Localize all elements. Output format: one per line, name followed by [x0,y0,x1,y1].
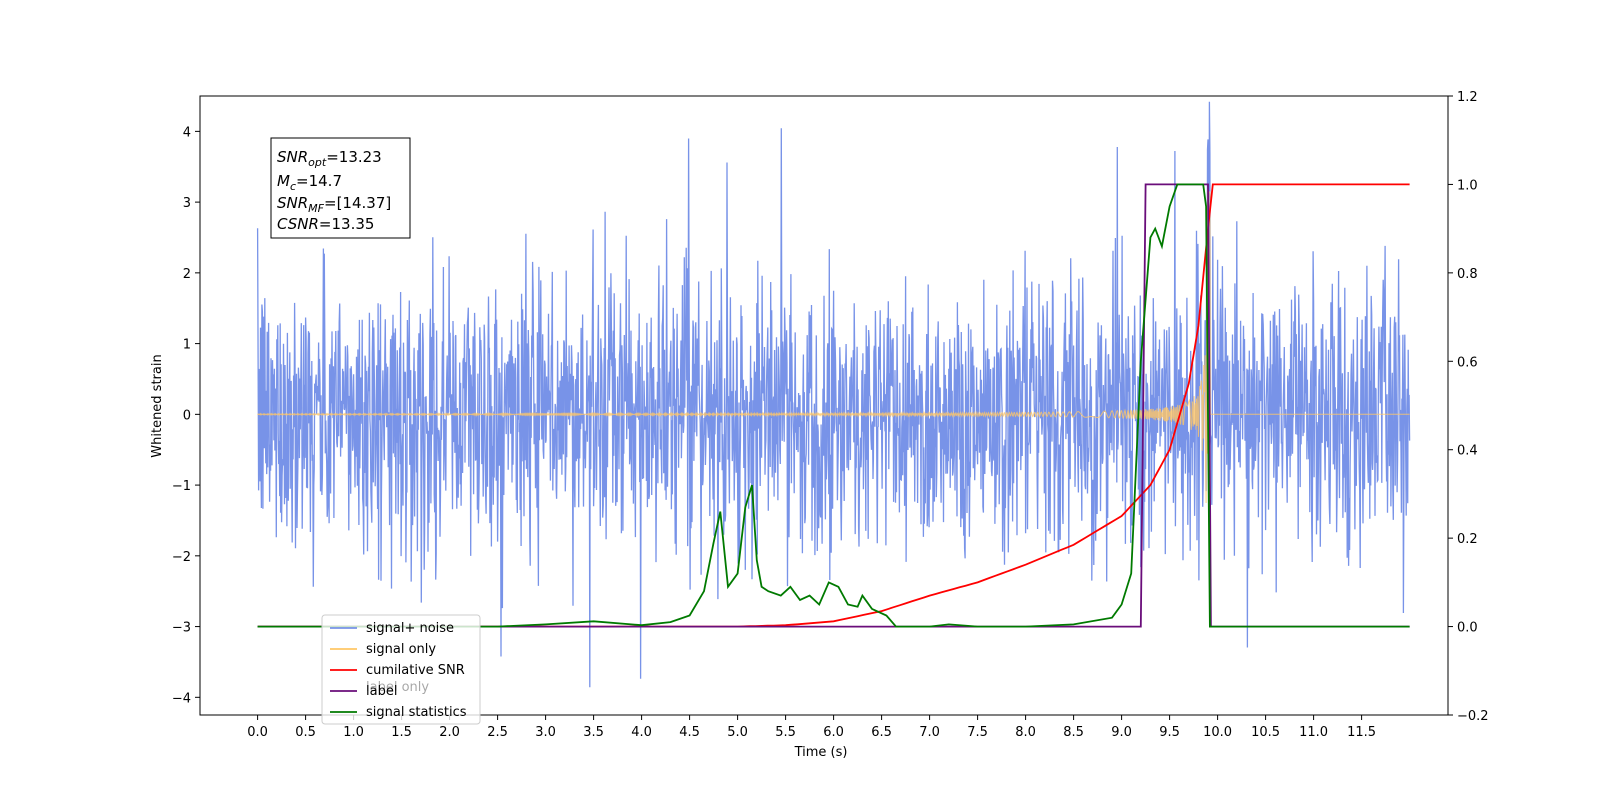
x-tick-label: 10.0 [1203,725,1232,740]
x-axis: 0.0 0.5 1.0 1.5 2.0 2.5 3.0 3.5 4.0 4.5 5.0 5.5 6.0 6… [247,715,1376,740]
y-left-tick-label: −2 [172,550,191,565]
legend-label: signal only [366,642,436,657]
signal-noise-series [256,101,1411,688]
y-axis-left: 4 3 2 1 0 −1 −2 −3 −4 [172,125,200,706]
annotation-box: SNRopt=13.23 Mc=14.7 SNRMF=[14.37] CSNR=… [270,137,411,239]
y-right-tick-label: 1.2 [1457,90,1478,105]
annotation-csnr: CSNR=13.35 [277,215,374,233]
annotation-snr-opt: SNRopt=13.23 [277,148,382,169]
signal-only-series [257,188,1410,504]
y-left-tick-label: 3 [183,196,191,211]
annotation-mc: Mc=14.7 [277,172,342,193]
legend-label: signal+ noise [366,621,454,636]
x-tick-label: 2.5 [487,725,508,740]
y-left-tick-label: 2 [183,267,191,282]
x-tick-label: 0.5 [295,725,316,740]
y-left-tick-label: 1 [183,338,191,353]
x-tick-label: 11.5 [1347,725,1376,740]
x-tick-label: 9.0 [1111,725,1132,740]
y-right-tick-label: 0.6 [1457,355,1478,370]
x-tick-label: 0.0 [247,725,268,740]
y-left-tick-label: −3 [172,621,191,636]
y-left-tick-label: −4 [172,691,191,706]
y-right-tick-label: −0.2 [1457,709,1489,724]
x-tick-label: 6.0 [823,725,844,740]
x-tick-label: 7.0 [919,725,940,740]
x-tick-label: 1.5 [391,725,412,740]
y-right-tick-label: 0.2 [1457,532,1478,547]
annotation-snr-mf: SNRMF=[14.37] [277,194,391,215]
x-tick-label: 2.0 [439,725,460,740]
x-tick-label: 6.5 [871,725,892,740]
signal-only-line [257,188,1410,504]
x-axis-label: Time (s) [794,745,848,760]
x-tick-label: 9.5 [1159,725,1180,740]
legend-label: cumilative SNR [366,663,465,678]
y-right-tick-label: 0.4 [1457,444,1478,459]
legend-label: signal statistics [366,705,467,720]
legend-label: label [366,684,397,699]
x-tick-label: 4.0 [631,725,652,740]
legend-hidden-text: label only [366,680,429,695]
plot-frame [199,95,1449,716]
y-axis-label: Whitened strain [150,354,165,457]
signal-statistics-line [257,183,1410,628]
x-tick-label: 8.5 [1063,725,1084,740]
x-tick-label: 3.5 [583,725,604,740]
y-left-tick-label: −1 [172,479,191,494]
y-left-tick-label: 4 [183,125,191,140]
signal-noise-line [256,101,1411,688]
y-axis-right: 1.2 1.0 0.8 0.6 0.4 0.2 0.0 −0.2 [1448,90,1489,724]
x-tick-label: 7.5 [967,725,988,740]
x-tick-label: 5.0 [727,725,748,740]
y-right-tick-label: 0.8 [1457,267,1478,282]
x-tick-label: 3.0 [535,725,556,740]
y-left-tick-label: 0 [183,408,191,423]
right-axis-series [257,183,1410,628]
x-tick-label: 11.0 [1299,725,1328,740]
x-tick-label: 8.0 [1015,725,1036,740]
x-tick-label: 4.5 [679,725,700,740]
x-tick-label: 1.0 [343,725,364,740]
x-tick-label: 5.5 [775,725,796,740]
y-right-tick-label: 1.0 [1457,178,1478,193]
legend: signal+ noise signal only cumilative SNR la… [321,614,481,725]
y-right-tick-label: 0.0 [1457,621,1478,636]
x-tick-label: 10.5 [1251,725,1280,740]
